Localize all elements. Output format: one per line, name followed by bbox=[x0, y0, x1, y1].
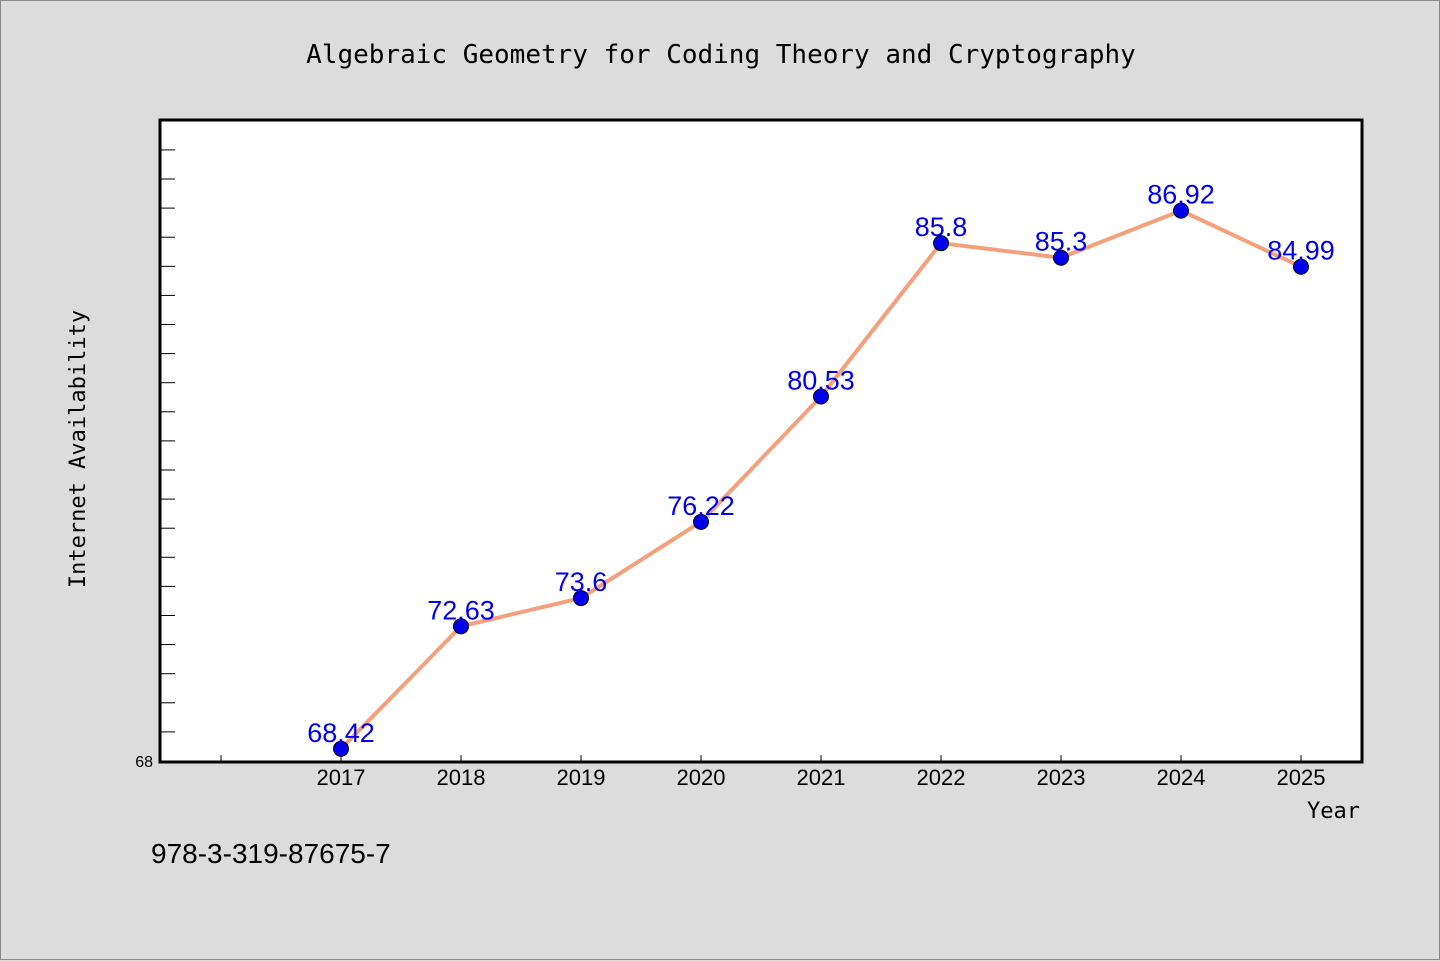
data-label: 76.22 bbox=[667, 491, 735, 521]
x-tick-label: 2018 bbox=[437, 765, 486, 790]
x-axis-label: Year bbox=[1307, 799, 1360, 824]
data-label: 73.6 bbox=[555, 567, 608, 597]
data-label: 84.99 bbox=[1267, 236, 1335, 266]
data-point bbox=[1053, 249, 1069, 266]
x-tick-label: 2020 bbox=[677, 765, 726, 790]
x-axis-ticks: 2017 2018 2019 2020 2021 2022 2023 2024 2025 bbox=[220, 755, 1326, 790]
data-label: 85.3 bbox=[1035, 227, 1088, 257]
data-label: 85.8 bbox=[915, 212, 968, 242]
x-tick-label: 2022 bbox=[917, 765, 966, 790]
data-label: 72.63 bbox=[427, 595, 495, 625]
x-tick-label: 2021 bbox=[797, 765, 846, 790]
x-tick-label: 2017 bbox=[317, 765, 366, 790]
isbn-text: 978-3-319-87675-7 bbox=[151, 838, 391, 869]
x-tick-label: 2024 bbox=[1157, 765, 1206, 790]
data-label: 68.42 bbox=[307, 718, 375, 748]
data-label: 80.53 bbox=[787, 365, 855, 395]
y-axis-label: Internet Availability bbox=[66, 310, 91, 588]
x-tick-label: 2023 bbox=[1037, 765, 1086, 790]
y-axis-ticks bbox=[161, 149, 175, 762]
data-label: 86.92 bbox=[1147, 180, 1215, 210]
data-point bbox=[1173, 202, 1189, 219]
data-point bbox=[453, 618, 469, 635]
data-point bbox=[933, 235, 949, 252]
data-point bbox=[333, 740, 349, 757]
x-tick-label: 2025 bbox=[1277, 765, 1326, 790]
plot-area bbox=[158, 118, 1364, 764]
data-markers bbox=[333, 202, 1309, 757]
chart-title: Algebraic Geometry for Coding Theory and… bbox=[306, 40, 1136, 70]
data-point bbox=[1293, 258, 1309, 275]
data-point bbox=[693, 513, 709, 530]
y-tick-label-min: 68 bbox=[135, 754, 153, 771]
data-point bbox=[813, 388, 829, 405]
data-labels: 68.42 72.63 73.6 76.22 80.53 85.8 85.3 86.92 84.… bbox=[307, 180, 1335, 748]
data-point bbox=[573, 590, 589, 607]
x-tick-label: 2019 bbox=[557, 765, 606, 790]
